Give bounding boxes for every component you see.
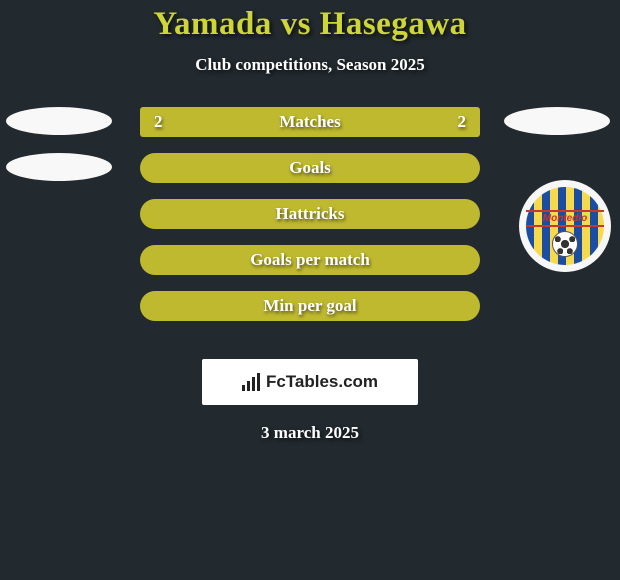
soccer-ball-icon <box>552 231 578 257</box>
brand-box: FcTables.com <box>202 359 418 405</box>
stat-pill: Matches2 2 <box>140 107 480 137</box>
player-badge-left <box>6 153 112 181</box>
stat-label: Min per goal <box>140 296 480 316</box>
club-logo-disc: Montedio <box>526 187 604 265</box>
club-logo: Montedio <box>519 180 611 272</box>
stat-row: Min per goal <box>0 291 620 337</box>
stat-pill: Goals <box>140 153 480 183</box>
stat-left-value: 2 <box>154 112 163 132</box>
stat-label: Goals per match <box>140 250 480 270</box>
comparison-title: Yamada vs Hasegawa <box>0 6 620 43</box>
stat-pill: Goals per match <box>140 245 480 275</box>
stat-row: Goals <box>0 153 620 199</box>
bar-chart-icon <box>242 373 260 391</box>
stat-pill: Min per goal <box>140 291 480 321</box>
comparison-subtitle: Club competitions, Season 2025 <box>0 55 620 75</box>
player-badge-left <box>6 107 112 135</box>
stat-row: Matches2 2 <box>0 107 620 153</box>
infographic-date: 3 march 2025 <box>0 423 620 443</box>
player-badge-right <box>504 107 610 135</box>
stat-label: Hattricks <box>140 204 480 224</box>
stat-label: Matches <box>140 112 480 132</box>
stat-right-value: 2 <box>458 112 467 132</box>
stat-label: Goals <box>140 158 480 178</box>
club-logo-name: Montedio <box>526 210 604 227</box>
stat-pill: Hattricks <box>140 199 480 229</box>
brand-text: FcTables.com <box>266 372 378 392</box>
